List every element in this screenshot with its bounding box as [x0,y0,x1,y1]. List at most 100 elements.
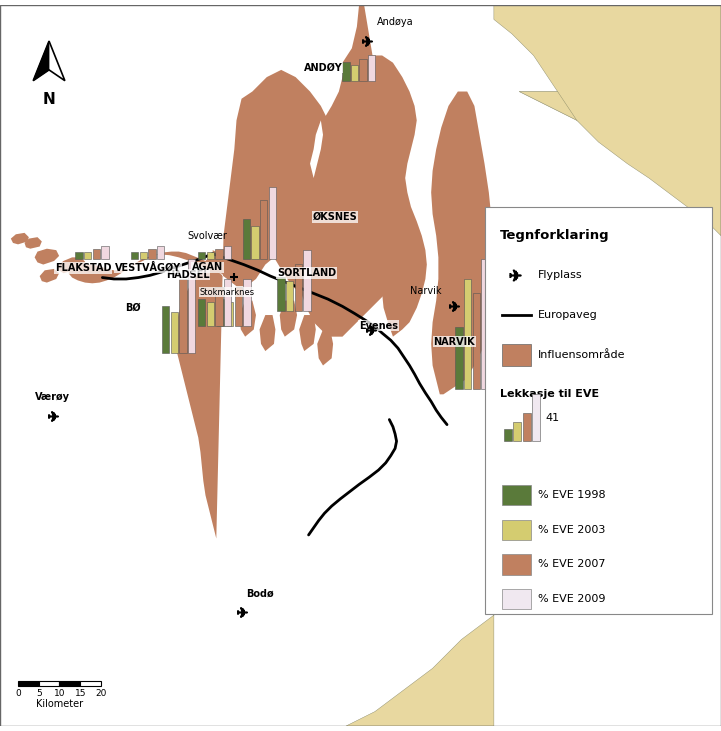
Polygon shape [494,5,721,235]
Text: 5: 5 [36,689,42,698]
Text: % EVE 2007: % EVE 2007 [538,559,606,569]
Text: Kilometer: Kilometer [36,700,83,709]
Bar [157,246,164,259]
Polygon shape [310,121,323,178]
Bar [39,681,59,686]
Bar [59,681,80,686]
Bar [502,520,531,540]
Text: 10: 10 [54,689,65,698]
Text: Bodø: Bodø [246,588,273,598]
Text: 20: 20 [95,689,107,698]
Bar [295,264,302,311]
Polygon shape [249,171,270,221]
Polygon shape [340,229,355,265]
Bar [188,259,195,352]
Bar [473,293,480,389]
Bar [216,287,223,326]
Polygon shape [342,5,375,113]
Bar [504,430,512,442]
Text: SORTLAND: SORTLAND [277,268,336,279]
Text: Narvik: Narvik [410,287,441,296]
Bar [162,306,169,352]
Bar [342,62,350,80]
Polygon shape [33,41,49,80]
Polygon shape [398,287,410,322]
Polygon shape [299,315,316,351]
Text: Influensområde: Influensområde [538,349,625,360]
Bar [351,65,358,80]
Bar [207,252,214,259]
Bar [198,298,205,326]
Polygon shape [260,315,275,351]
Bar [456,327,463,389]
Bar [140,252,147,259]
Text: NARVIK: NARVIK [433,337,475,346]
Bar [502,554,531,575]
Bar [286,281,293,311]
Bar [502,589,531,609]
Polygon shape [33,41,65,80]
Text: Evenes: Evenes [359,321,398,331]
Polygon shape [25,237,42,249]
Bar [482,259,489,389]
Text: Tegnforklaring: Tegnforklaring [500,229,610,241]
Polygon shape [58,257,85,273]
Polygon shape [278,128,299,178]
Bar [464,279,472,389]
Bar [218,298,225,326]
Polygon shape [431,91,494,394]
Polygon shape [324,121,384,308]
Bar [198,252,205,259]
Bar [216,249,223,259]
Polygon shape [317,330,333,366]
Text: ANDØY: ANDØY [304,63,342,72]
Polygon shape [360,56,427,337]
Text: FLAKSTAD: FLAKSTAD [55,263,111,273]
Text: HADSEL: HADSEL [166,270,209,279]
Polygon shape [239,300,256,337]
Text: Svolvær: Svolvær [187,231,228,240]
Text: Værøy: Værøy [35,392,70,402]
Bar [532,394,540,442]
Bar [149,249,156,259]
Bar [360,58,367,80]
Bar [513,423,521,442]
Bar [80,681,101,686]
Bar [102,246,109,259]
Text: Lekkasje til EVE: Lekkasje til EVE [500,390,599,399]
Polygon shape [385,235,397,272]
Polygon shape [40,269,59,283]
Text: Flyplass: Flyplass [538,270,583,281]
Bar [244,279,251,326]
Bar [84,252,92,259]
Bar [243,219,250,259]
Bar [235,287,242,326]
Bar [485,207,712,614]
Bar [269,186,276,259]
Text: Stokmarknes: Stokmarknes [200,287,255,297]
Bar [224,279,231,326]
Text: Andøya: Andøya [377,17,414,26]
Polygon shape [174,70,333,539]
Bar [260,200,267,259]
Polygon shape [68,246,260,284]
Text: VESTVÅGØY: VESTVÅGØY [115,262,181,273]
Bar [252,226,259,259]
Bar [502,344,531,366]
Text: 0: 0 [15,689,21,698]
Bar [93,249,100,259]
Text: % EVE 2009: % EVE 2009 [538,594,606,604]
Bar [207,303,214,326]
Bar [278,277,285,311]
Polygon shape [519,91,721,192]
Bar [304,250,311,311]
Text: % EVE 2003: % EVE 2003 [538,525,605,535]
Polygon shape [346,293,562,726]
Polygon shape [299,56,404,337]
Polygon shape [35,249,59,265]
Bar [226,303,234,326]
Text: BØ: BØ [125,303,141,313]
Polygon shape [11,233,29,244]
Text: 41: 41 [545,413,559,423]
Bar [502,485,531,505]
